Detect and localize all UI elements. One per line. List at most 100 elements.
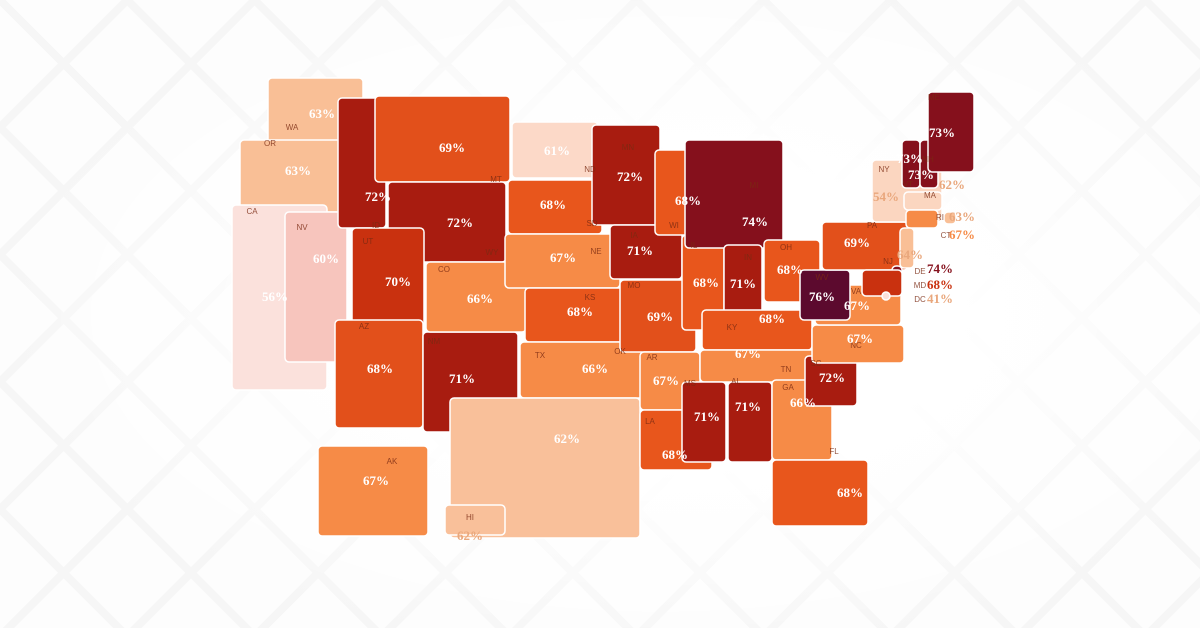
state-abbr: NH: [922, 155, 934, 164]
value-label: 67%: [844, 298, 870, 313]
value-label: 68%: [759, 311, 785, 326]
state-abbr: MA: [924, 191, 937, 200]
state-abbr: AK: [387, 457, 398, 466]
value-label: 71%: [694, 409, 720, 424]
state-abbr: NM: [428, 337, 441, 346]
value-label: 66%: [582, 361, 608, 376]
states: [231, 77, 975, 539]
value-label: 69%: [844, 235, 870, 250]
state-abbr: WV: [816, 273, 830, 282]
value-label: 69%: [647, 309, 673, 324]
value-label: 67%: [653, 373, 679, 388]
labels: WA 63% OR 63% CA 56% NV 60% ID 72% MT 69% WY 72% UT 70%…: [246, 93, 975, 543]
state-abbr: MI: [750, 181, 759, 190]
value-label: 67%: [363, 473, 389, 488]
value-label: 71%: [449, 371, 475, 386]
state: [284, 211, 348, 363]
state-abbr: SD: [586, 219, 597, 228]
value-label: 74%: [742, 214, 768, 229]
state: [927, 91, 975, 173]
value-label: 71%: [627, 243, 653, 258]
value-label: 64%: [897, 247, 923, 262]
state-abbr: WY: [486, 248, 500, 257]
value-label: 62%: [939, 177, 965, 192]
state-abbr: KS: [585, 293, 596, 302]
state-abbr: NE: [590, 247, 601, 256]
value-label: 71%: [730, 276, 756, 291]
value-label: 60%: [313, 251, 339, 266]
state-abbr: CT: [941, 231, 952, 240]
state: [943, 211, 957, 225]
value-label: 62%: [554, 431, 580, 446]
value-label: 76%: [809, 289, 835, 304]
state-abbr: MO: [628, 281, 641, 290]
state-abbr: OH: [780, 243, 792, 252]
state-abbr: IL: [691, 241, 698, 250]
value-label: 63%: [949, 209, 975, 224]
state-abbr: UT: [363, 237, 374, 246]
state: [899, 227, 915, 269]
value-label: 74%: [927, 261, 953, 276]
state-abbr: GA: [782, 383, 794, 392]
state: [903, 191, 943, 211]
state-abbr: IA: [630, 231, 638, 240]
value-label: 62%: [457, 528, 483, 543]
value-label: 67%: [550, 250, 576, 265]
state-abbr: ID: [372, 221, 380, 230]
state: [905, 209, 939, 229]
state-abbr: FL: [829, 447, 839, 456]
state: [881, 291, 891, 301]
value-label: 68%: [693, 275, 719, 290]
state-abbr: NC: [850, 341, 862, 350]
state-abbr: DC: [914, 295, 926, 304]
state-abbr: KY: [727, 323, 738, 332]
value-label: 67%: [949, 227, 975, 242]
state: [701, 309, 813, 351]
state-abbr: MD: [914, 281, 927, 290]
value-label: 69%: [439, 140, 465, 155]
state-abbr: SC: [810, 359, 821, 368]
value-label: 72%: [617, 169, 643, 184]
value-label: 68%: [567, 304, 593, 319]
state-abbr: MT: [490, 175, 502, 184]
value-label: 73%: [897, 151, 923, 166]
value-label: 73%: [908, 167, 934, 182]
value-label: 68%: [662, 447, 688, 462]
state-abbr: ME: [928, 93, 940, 102]
state-abbr: TN: [781, 365, 792, 374]
value-label: 70%: [385, 274, 411, 289]
state-abbr: NV: [296, 223, 308, 232]
value-label: 72%: [447, 215, 473, 230]
value-label: 63%: [285, 163, 311, 178]
state: [727, 381, 773, 463]
state-abbr: MN: [622, 143, 635, 152]
value-label: 67%: [847, 331, 873, 346]
value-label: 54%: [873, 189, 899, 204]
state-abbr: MS: [684, 379, 696, 388]
value-label: 68%: [927, 277, 953, 292]
state-abbr: LA: [645, 417, 655, 426]
value-label: 68%: [367, 361, 393, 376]
value-label: 61%: [544, 143, 570, 158]
value-label: 68%: [837, 485, 863, 500]
state-abbr: TX: [535, 351, 546, 360]
value-label: 68%: [675, 193, 701, 208]
state: [681, 381, 727, 463]
state-abbr: PA: [867, 221, 878, 230]
value-label: 63%: [309, 106, 335, 121]
state-abbr: WI: [669, 221, 679, 230]
value-label: 66%: [790, 395, 816, 410]
value-label: 68%: [777, 262, 803, 277]
value-label: 66%: [467, 291, 493, 306]
state-abbr: CO: [438, 265, 450, 274]
state-abbr: NY: [878, 165, 890, 174]
state-abbr: AZ: [359, 322, 369, 331]
state-abbr: OR: [264, 139, 276, 148]
state-abbr: RI: [936, 213, 944, 222]
state-abbr: OK: [614, 347, 626, 356]
state-abbr: IN: [744, 253, 752, 262]
state-abbr: WA: [286, 123, 299, 132]
state-abbr: VA: [851, 287, 862, 296]
